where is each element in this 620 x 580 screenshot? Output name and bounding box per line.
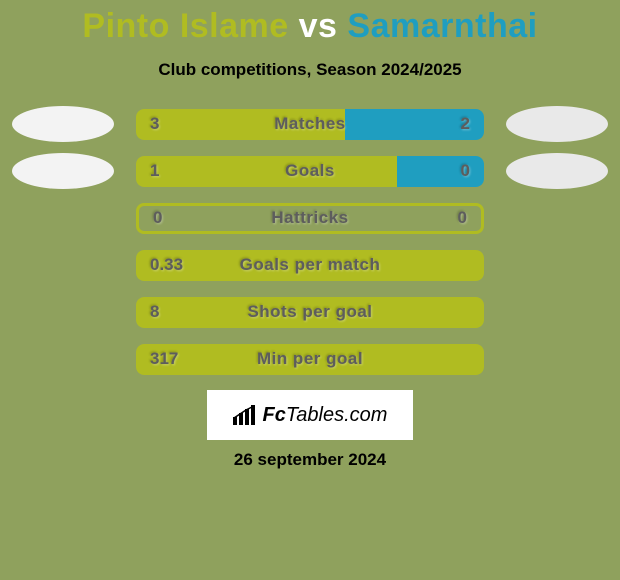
stat-label: Matches <box>136 109 484 140</box>
stat-row: 0Hattricks0 <box>0 202 620 234</box>
page-title: Pinto Islame vs Samarnthai <box>0 7 620 46</box>
stat-label: Goals <box>136 156 484 187</box>
stat-right-value: 2 <box>461 109 470 140</box>
stat-label: Shots per goal <box>136 297 484 328</box>
stat-bar: 8Shots per goal <box>136 297 484 328</box>
avatar-left <box>12 153 114 189</box>
logo-bold: Fc <box>263 404 286 426</box>
stats-list: 3Matches21Goals00Hattricks00.33Goals per… <box>0 108 620 375</box>
stat-row: 0.33Goals per match <box>0 249 620 281</box>
stat-right-value: 0 <box>458 206 467 231</box>
stat-bar: 0Hattricks0 <box>136 203 484 234</box>
avatar-right <box>506 153 608 189</box>
stat-label: Min per goal <box>136 344 484 375</box>
title-player2: Samarnthai <box>347 7 537 45</box>
avatar-left <box>12 106 114 142</box>
stat-right-value: 0 <box>461 156 470 187</box>
stat-row: 1Goals0 <box>0 155 620 187</box>
logo-text: FcTables.com <box>263 404 388 427</box>
stat-label: Hattricks <box>139 206 481 231</box>
infographic-container: Pinto Islame vs Samarnthai Club competit… <box>0 0 620 580</box>
logo-suffix: .com <box>344 404 387 426</box>
avatar-right <box>506 106 608 142</box>
stat-bar: 317Min per goal <box>136 344 484 375</box>
logo-box: FcTables.com <box>207 390 413 440</box>
logo-rest: Tables <box>286 404 344 426</box>
title-vs: vs <box>299 7 338 45</box>
stat-bar: 3Matches2 <box>136 109 484 140</box>
stat-row: 3Matches2 <box>0 108 620 140</box>
stat-bar: 1Goals0 <box>136 156 484 187</box>
stat-row: 8Shots per goal <box>0 296 620 328</box>
stat-label: Goals per match <box>136 250 484 281</box>
subtitle: Club competitions, Season 2024/2025 <box>0 60 620 80</box>
chart-icon <box>233 405 257 425</box>
date-text: 26 september 2024 <box>0 450 620 470</box>
title-player1: Pinto Islame <box>82 7 288 45</box>
stat-row: 317Min per goal <box>0 343 620 375</box>
stat-bar: 0.33Goals per match <box>136 250 484 281</box>
